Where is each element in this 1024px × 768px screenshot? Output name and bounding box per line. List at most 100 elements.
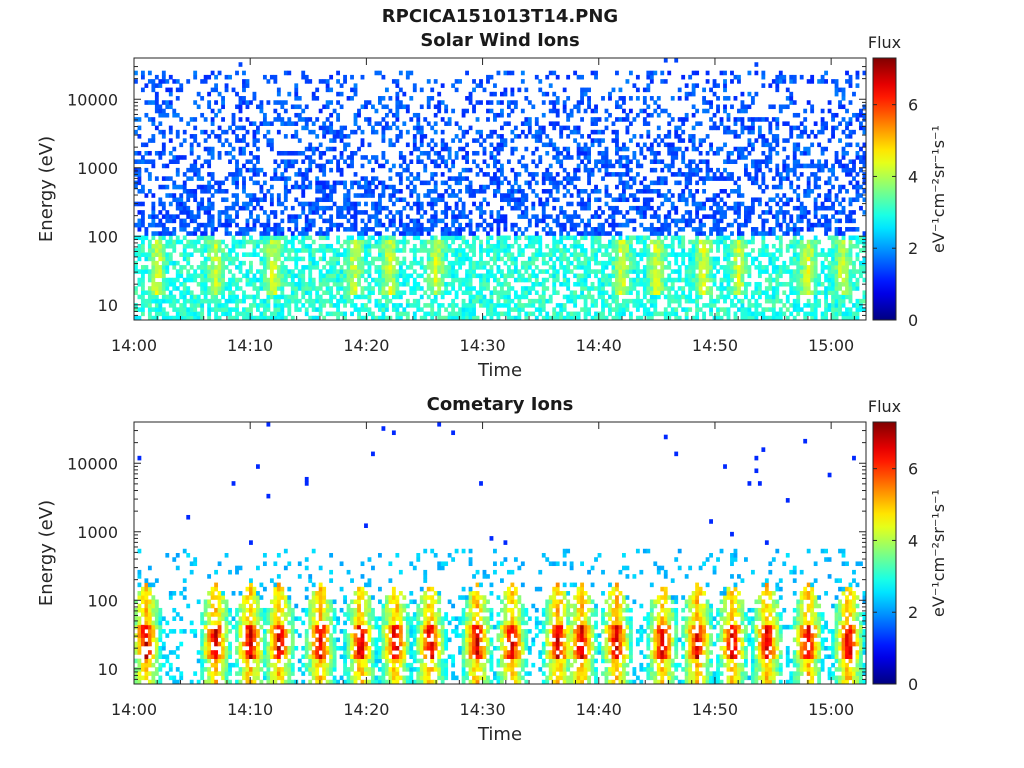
spectrogram-cell [479, 167, 483, 173]
spectrogram-cell [576, 163, 581, 169]
spectrogram-cell [496, 256, 501, 262]
spectrogram-cell [555, 311, 560, 317]
spectrogram-cell [283, 193, 288, 198]
spectrogram-cell [587, 260, 591, 266]
spectrogram-cell [465, 239, 469, 245]
spectrogram-cell [416, 281, 421, 287]
spectrogram-cell [238, 167, 243, 173]
spectrogram-cell [245, 218, 250, 224]
spectrogram-cell [649, 269, 654, 274]
spectrogram-cell [486, 307, 490, 312]
spectrogram-cell [140, 214, 145, 219]
spectrogram-cell [416, 303, 421, 308]
spectrogram-cell [663, 256, 668, 262]
spectrogram-cell [531, 252, 536, 257]
spectrogram-cell [646, 112, 651, 118]
spectrogram-cell [712, 256, 717, 262]
spectrogram-cell [733, 265, 738, 270]
spectrogram-cell [329, 277, 334, 283]
spectrogram-cell [276, 286, 281, 291]
spectrogram-cell [182, 201, 187, 207]
spectrogram-cell [322, 243, 327, 249]
spectrogram-cell [458, 248, 463, 253]
spectrogram-cell [506, 307, 511, 312]
spectrogram-cell [203, 189, 208, 194]
spectrogram-cell [538, 243, 543, 249]
spectrogram-cell [723, 277, 727, 283]
spectrogram-cell [740, 303, 745, 308]
spectrogram-cell [137, 252, 142, 257]
spectrogram-cell [615, 210, 619, 215]
spectrogram-cell [447, 146, 452, 152]
spectrogram-cell [691, 193, 696, 198]
spectrogram-cell [193, 294, 198, 300]
spectrogram-cell [705, 286, 710, 291]
spectrogram-cell [266, 256, 271, 262]
spectrogram-cell [618, 273, 623, 279]
spectrogram-cell [524, 197, 529, 203]
spectrogram-cell [395, 294, 400, 300]
spectrogram-cell [172, 298, 177, 304]
spectrogram-cell [709, 243, 713, 249]
spectrogram-cell [674, 129, 679, 135]
spectrogram-cell [165, 298, 170, 304]
spectrogram-cell [140, 277, 145, 283]
spectrogram-cell [506, 248, 511, 253]
spectrogram-cell [744, 214, 748, 219]
spectrogram-cell [273, 159, 278, 164]
spectrogram-cell [287, 298, 292, 304]
spectrogram-cell [465, 256, 469, 262]
spectrogram-cell [468, 96, 473, 101]
spectrogram-cell [235, 256, 239, 262]
spectrogram-cell [221, 142, 225, 148]
spectrogram-cell [730, 159, 734, 164]
spectrogram-cell [740, 150, 745, 156]
spectrogram-cell [430, 311, 435, 317]
spectrogram-cell [290, 121, 295, 126]
spectrogram-cell [447, 117, 452, 122]
spectrogram-cell [705, 79, 710, 84]
spectrogram-cell [475, 100, 480, 105]
spectrogram-cell [353, 281, 358, 287]
spectrogram-cell [737, 269, 741, 274]
spectrogram-cell [649, 159, 654, 164]
spectrogram-cell [597, 159, 602, 164]
spectrogram-cell [517, 307, 522, 312]
spectrogram-cell [360, 235, 365, 241]
spectrogram-cell [433, 201, 438, 207]
spectrogram-cell [151, 307, 156, 312]
spectrogram-cell [276, 176, 281, 181]
spectrogram-cell [322, 265, 327, 270]
spectrogram-cell [231, 277, 236, 283]
spectrogram-cell [716, 260, 720, 266]
spectrogram-cell [472, 311, 476, 317]
spectrogram-cell [520, 214, 525, 219]
spectrogram-cell [656, 125, 661, 131]
spectrogram-cell [444, 286, 449, 291]
spectrogram-cell [193, 100, 198, 105]
spectrogram-cell [472, 286, 476, 291]
spectrogram-cell [601, 159, 605, 164]
spectrogram-cell [402, 227, 407, 232]
spectrogram-cell [660, 239, 665, 245]
spectrogram-cell [513, 239, 518, 245]
spectrogram-cell [367, 243, 372, 249]
spectrogram-cell [161, 269, 166, 274]
spectrogram-cell [733, 252, 738, 257]
spectrogram-cell [594, 197, 598, 203]
spectrogram-cell [371, 167, 375, 173]
spectrogram-cell [207, 159, 212, 164]
spectrogram-cell [297, 269, 302, 274]
spectrogram-cell [353, 172, 358, 177]
spectrogram-cell [283, 256, 288, 262]
spectrogram-cell [416, 235, 421, 241]
spectrogram-cell [486, 269, 490, 274]
spectrogram-cell [503, 121, 508, 126]
spectrogram-cell [625, 163, 630, 169]
spectrogram-cell [635, 294, 640, 300]
spectrogram-cell [740, 201, 745, 207]
spectrogram-cell [193, 248, 198, 253]
spectrogram-cell [583, 231, 588, 236]
spectrogram-cell [384, 256, 389, 262]
spectrogram-cell [276, 298, 281, 304]
